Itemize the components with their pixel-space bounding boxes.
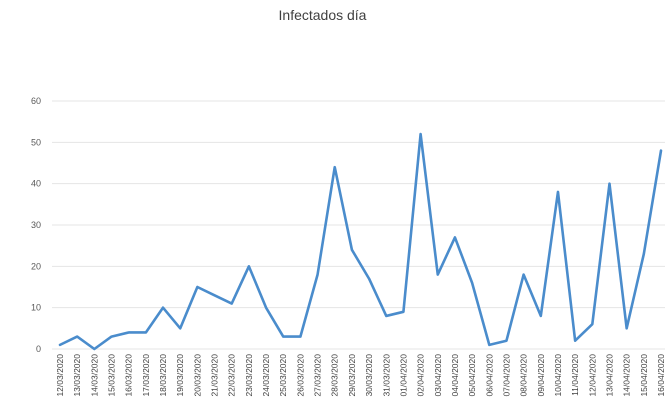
data-point (487, 343, 491, 347)
x-tick-label: 15/03/2020 (107, 354, 117, 397)
data-point (298, 335, 302, 339)
data-point (590, 322, 594, 326)
data-point (316, 273, 320, 277)
data-point (127, 330, 131, 334)
data-point (659, 149, 663, 153)
data-point (92, 347, 96, 351)
x-tick-label: 22/03/2020 (227, 354, 237, 397)
x-tick-label: 23/03/2020 (244, 354, 254, 397)
x-tick-label: 14/03/2020 (89, 354, 99, 397)
x-tick-label: 03/04/2020 (433, 354, 443, 397)
data-point (350, 248, 354, 252)
y-tick-label: 10 (31, 303, 41, 313)
x-tick-label: 31/03/2020 (381, 354, 391, 397)
data-point (213, 293, 217, 297)
data-point (642, 252, 646, 256)
data-point (573, 339, 577, 343)
x-tick-label: 14/04/2020 (622, 354, 632, 397)
data-point (539, 314, 543, 318)
y-tick-label: 50 (31, 137, 41, 147)
data-point (247, 264, 251, 268)
data-point (384, 314, 388, 318)
data-point (161, 306, 165, 310)
x-tick-label: 26/03/2020 (295, 354, 305, 397)
data-point (230, 302, 234, 306)
data-point (522, 273, 526, 277)
x-tick-label: 01/04/2020 (398, 354, 408, 397)
x-tick-label: 16/04/2020 (656, 354, 666, 397)
x-tick-label: 29/03/2020 (347, 354, 357, 397)
x-tick-label: 05/04/2020 (467, 354, 477, 397)
data-point (264, 306, 268, 310)
x-tick-label: 08/04/2020 (519, 354, 529, 397)
data-point (556, 190, 560, 194)
data-point (281, 335, 285, 339)
x-tick-label: 19/03/2020 (175, 354, 185, 397)
data-point (401, 310, 405, 314)
data-point (453, 235, 457, 239)
data-point (144, 330, 148, 334)
series-line (58, 132, 663, 351)
x-tick-label: 10/04/2020 (553, 354, 563, 397)
data-point (333, 165, 337, 169)
x-tick-label: 18/03/2020 (158, 354, 168, 397)
y-tick-label: 20 (31, 261, 41, 271)
series-layer (58, 132, 663, 351)
x-tick-label: 06/04/2020 (484, 354, 494, 397)
x-tick-label: 04/04/2020 (450, 354, 460, 397)
data-point (419, 132, 423, 136)
x-tick-label: 02/04/2020 (416, 354, 426, 397)
x-tick-label: 15/04/2020 (639, 354, 649, 397)
data-point (470, 281, 474, 285)
x-tick-label: 12/04/2020 (587, 354, 597, 397)
y-tick-label: 30 (31, 220, 41, 230)
x-tick-label: 13/03/2020 (72, 354, 82, 397)
x-tick-label: 28/03/2020 (330, 354, 340, 397)
data-point (195, 285, 199, 289)
chart-title: Infectados día (278, 7, 367, 23)
data-point (110, 335, 114, 339)
x-tick-label: 20/03/2020 (192, 354, 202, 397)
data-point (58, 343, 62, 347)
data-point (367, 277, 371, 281)
y-axis-ticks: 0 10 20 30 40 50 60 (31, 96, 41, 354)
x-axis-ticks: 12/03/2020 13/03/2020 14/03/2020 15/03/2020… (55, 354, 666, 397)
data-point (436, 273, 440, 277)
x-tick-label: 09/04/2020 (536, 354, 546, 397)
data-point (178, 326, 182, 330)
y-tick-label: 40 (31, 179, 41, 189)
x-tick-label: 21/03/2020 (210, 354, 220, 397)
x-tick-label: 11/04/2020 (570, 354, 580, 396)
y-tick-label: 0 (36, 344, 41, 354)
x-tick-label: 24/03/2020 (261, 354, 271, 397)
data-point (625, 326, 629, 330)
data-point (504, 339, 508, 343)
data-point (75, 335, 79, 339)
x-tick-label: 17/03/2020 (141, 354, 151, 397)
x-tick-label: 25/03/2020 (278, 354, 288, 397)
x-tick-label: 13/04/2020 (604, 354, 614, 397)
x-tick-label: 30/03/2020 (364, 354, 374, 397)
data-point (607, 182, 611, 186)
x-tick-label: 16/03/2020 (124, 354, 134, 397)
x-tick-label: 12/03/2020 (55, 354, 65, 397)
y-tick-label: 60 (31, 96, 41, 106)
x-tick-label: 27/03/2020 (313, 354, 323, 397)
x-tick-label: 07/04/2020 (501, 354, 511, 397)
